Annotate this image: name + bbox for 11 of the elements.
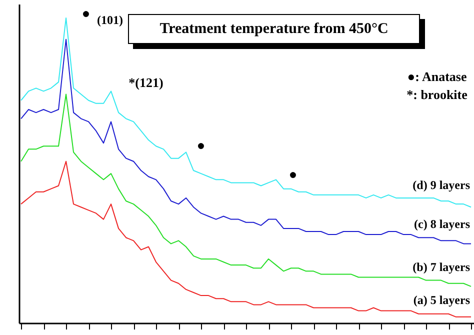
series-label: (d) 9 layers	[412, 178, 470, 192]
annotation: ●	[82, 7, 90, 22]
annotation: *(121)	[128, 75, 164, 90]
series-label: (b) 7 layers	[412, 260, 470, 274]
annotation: ●	[196, 139, 206, 154]
annotation: (101)	[97, 13, 123, 27]
annotation: *: brookite	[406, 87, 468, 102]
series-label: (a) 5 layers	[413, 293, 470, 307]
annotation: ●	[288, 168, 298, 183]
series-label: (c) 8 layers	[414, 217, 470, 231]
annotation: ●: Anatase	[407, 69, 467, 84]
